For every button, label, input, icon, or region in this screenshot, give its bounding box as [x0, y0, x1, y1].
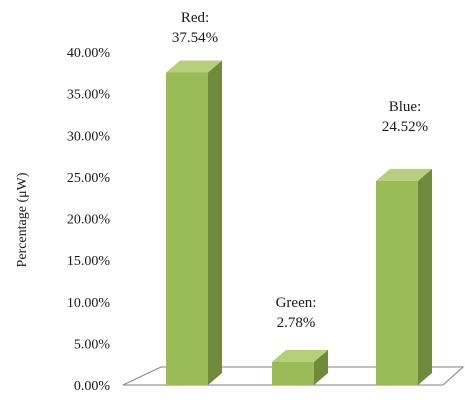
data-label-category: Blue:	[389, 99, 422, 115]
bar-red	[166, 60, 222, 386]
y-tick-label: 5.00%	[74, 337, 111, 352]
floor-plane	[122, 366, 465, 386]
bar-blue	[376, 168, 432, 385]
bar-front-face	[272, 361, 314, 385]
chart-floor	[122, 366, 465, 386]
bar-front-face	[166, 72, 208, 386]
y-axis-title: Percentage (μW)	[15, 172, 30, 267]
bars	[166, 60, 432, 386]
data-label-value: 24.52%	[382, 119, 428, 135]
y-tick-label: 40.00%	[67, 46, 111, 61]
bar-top-face	[376, 168, 432, 181]
y-tick-label: 20.00%	[67, 213, 111, 228]
y-tick-label: 10.00%	[67, 296, 111, 311]
y-tick-label: 30.00%	[67, 129, 111, 144]
bar-side-face	[208, 60, 222, 386]
y-tick-label: 0.00%	[74, 379, 111, 394]
y-axis-ticks: 0.00% 5.00% 10.00% 15.00% 20.00% 25.00% 30.00%…	[67, 46, 111, 394]
y-tick-label: 15.00%	[67, 254, 111, 269]
y-tick-label: 35.00%	[67, 88, 111, 103]
y-tick-label: 25.00%	[67, 171, 111, 186]
bar-front-face	[376, 180, 418, 385]
data-labels: Red: 37.54% Green: 2.78% Blue: 24.52%	[172, 10, 428, 331]
data-label-value: 2.78%	[277, 315, 316, 331]
bar-green	[272, 349, 328, 385]
bar-top-face	[166, 60, 222, 73]
bar-side-face	[418, 168, 432, 385]
bar-top-face	[272, 349, 328, 362]
bar-side-face	[314, 349, 328, 385]
data-label-value: 37.54%	[172, 30, 218, 46]
data-label-category: Red:	[181, 10, 209, 26]
data-label-category: Green:	[276, 295, 317, 311]
